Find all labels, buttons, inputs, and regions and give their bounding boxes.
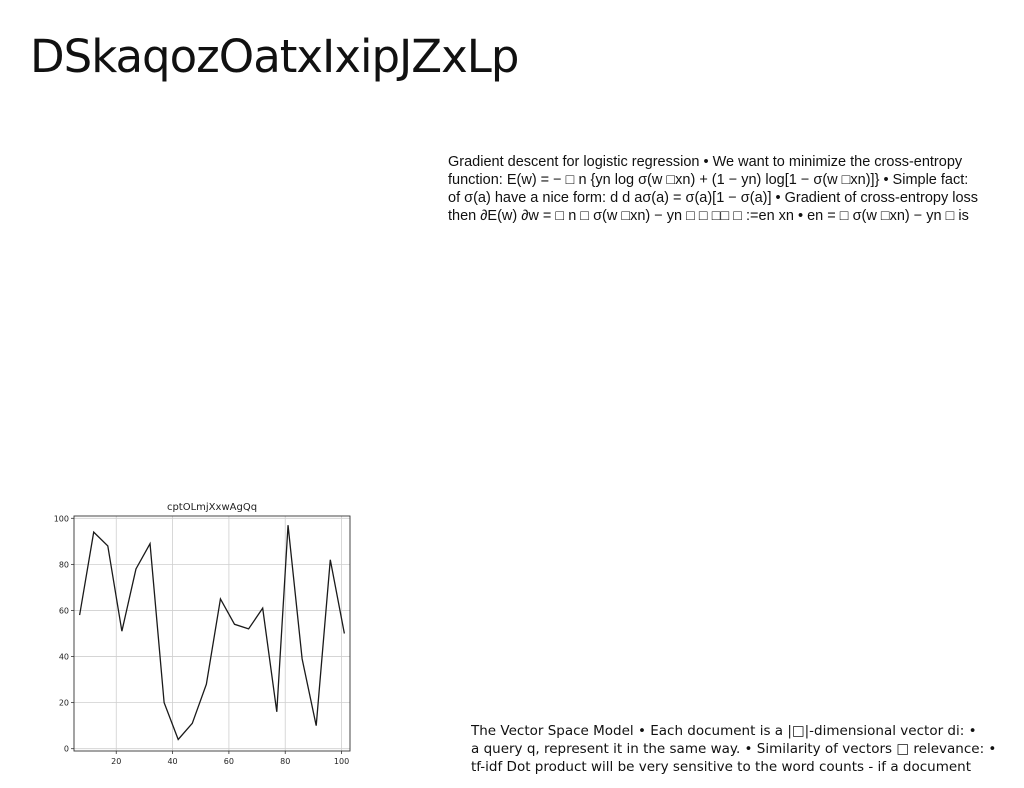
y-tick-label: 40 [59,653,69,662]
y-tick-label: 20 [59,699,69,708]
vsm-text-line: a query q, represent it in the same way.… [471,741,997,757]
x-tick-label: 80 [280,757,290,766]
y-tick-label: 80 [59,560,69,569]
y-tick-label: 100 [54,514,69,523]
vsm-text-line: tf-idf Dot product will be very sensitiv… [471,759,971,775]
chart-grid [74,516,350,751]
x-tick-label: 100 [334,757,349,766]
chart-series [78,525,346,741]
vector-space-model-text: The Vector Space Model • Each document i… [471,722,1011,776]
gradient-text-line: Gradient descent for logistic regression… [448,154,963,170]
gradient-text-line: then ∂E(w) ∂w = □ n □ σ(w □xn) − yn □ □ … [448,208,969,224]
x-tick-label: 40 [167,757,177,766]
gradient-text-line: of σ(a) have a nice form: d d aσ(a) = σ(… [448,190,979,206]
plot-frame [73,515,351,752]
series-line [78,525,346,741]
line-chart: cptOLmjXxwAgQq 20 40 60 80 100 0 20 40 60 80 100 [40,496,360,776]
x-tick-label: 60 [224,757,234,766]
chart-axes: 20 40 60 80 100 0 20 40 60 80 100 [54,514,351,766]
vsm-text-line: The Vector Space Model • Each document i… [471,723,977,739]
line-chart-svg: cptOLmjXxwAgQq 20 40 60 80 100 0 20 40 60 80 100 [54,502,351,766]
y-tick-label: 60 [59,606,69,615]
chart-title: cptOLmjXxwAgQq [167,502,257,513]
gradient-text-line: function: E(w) = − □ n {yn log σ(w □xn) … [448,172,969,188]
gradient-descent-text: Gradient descent for logistic regression… [448,153,1024,225]
x-tick-label: 20 [111,757,121,766]
y-tick-label: 0 [64,745,69,754]
page-title: DSkaqozOatxIxipJZxLp [30,30,519,83]
